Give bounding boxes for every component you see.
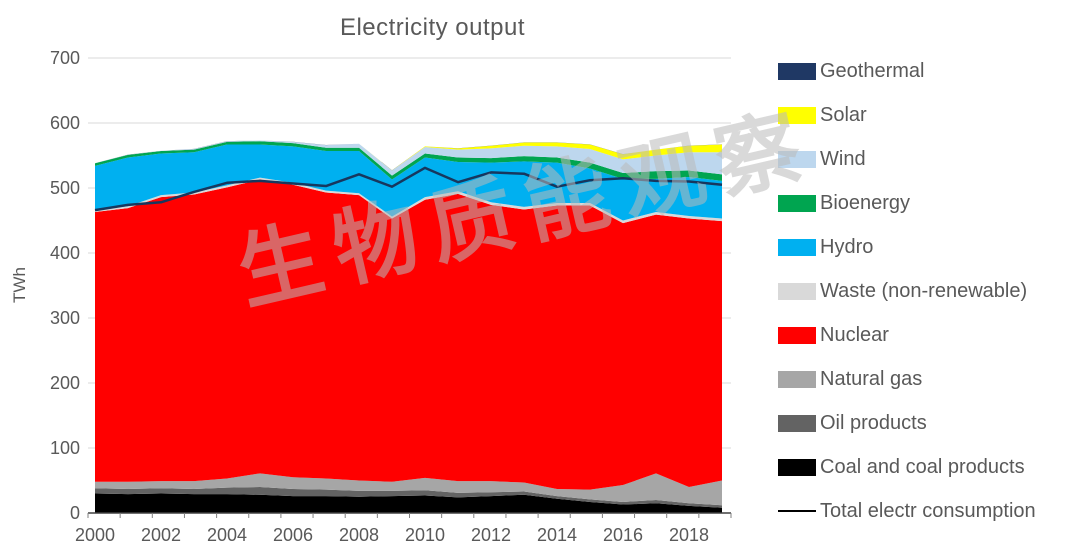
- y-tick-label: 600: [50, 113, 80, 133]
- legend-item-natural-gas: Natural gas: [778, 357, 1078, 401]
- legend-item-solar: Solar: [778, 93, 1078, 137]
- legend-item-bioenergy: Bioenergy: [778, 181, 1078, 225]
- x-tick-label: 2010: [405, 525, 445, 545]
- x-tick-label: 2000: [75, 525, 115, 545]
- legend-label: Natural gas: [820, 367, 923, 390]
- y-axis-label: TWh: [10, 267, 29, 303]
- area-wind: [95, 140, 722, 176]
- legend-item-total-electr-consumption: Total electr consumption: [778, 489, 1078, 533]
- wind-swatch-icon: [778, 150, 816, 168]
- y-tick-label: 100: [50, 438, 80, 458]
- geothermal-swatch-icon: [778, 62, 816, 80]
- legend-label: Geothermal: [820, 59, 925, 82]
- y-tick-label: 400: [50, 243, 80, 263]
- hydro-swatch-icon: [778, 238, 816, 256]
- legend-label: Total electr consumption: [820, 499, 1036, 522]
- legend-label: Solar: [820, 103, 867, 126]
- y-tick-label: 700: [50, 48, 80, 68]
- x-tick-label: 2016: [603, 525, 643, 545]
- legend-label: Waste (non-renewable): [820, 279, 1028, 302]
- x-tick-label: 2008: [339, 525, 379, 545]
- area-oil-products: [95, 487, 722, 508]
- solar-swatch-icon: [778, 106, 816, 124]
- x-tick-label: 2012: [471, 525, 511, 545]
- area-bioenergy: [95, 141, 722, 181]
- chart-title: Electricity output: [339, 14, 526, 41]
- waste-non-renewable-swatch-icon: [778, 282, 816, 300]
- legend-label: Oil products: [820, 411, 927, 434]
- x-tick-label: 2014: [537, 525, 577, 545]
- x-tick-label: 2004: [207, 525, 247, 545]
- legend-item-nuclear: Nuclear: [778, 313, 1078, 357]
- legend-item-coal-and-coal-products: Coal and coal products: [778, 445, 1078, 489]
- legend-item-oil-products: Oil products: [778, 401, 1078, 445]
- y-tick-label: 200: [50, 373, 80, 393]
- legend-item-wind: Wind: [778, 137, 1078, 181]
- area-coal-and-coal-products: [95, 493, 722, 513]
- legend-label: Coal and coal products: [820, 455, 1025, 478]
- legend-label: Wind: [820, 147, 866, 170]
- area-natural-gas: [95, 473, 722, 506]
- natural-gas-swatch-icon: [778, 370, 816, 388]
- bioenergy-swatch-icon: [778, 194, 816, 212]
- total-consumption-line: [94, 166, 723, 212]
- legend-label: Hydro: [820, 235, 874, 258]
- oil-products-swatch-icon: [778, 414, 816, 432]
- legend-item-hydro: Hydro: [778, 225, 1078, 269]
- area-hydro: [95, 144, 722, 221]
- legend-label: Nuclear: [820, 323, 889, 346]
- legend-item-geothermal: Geothermal: [778, 49, 1078, 93]
- legend-label: Bioenergy: [820, 191, 911, 214]
- legend-item-waste-non-renewable: Waste (non-renewable): [778, 269, 1078, 313]
- nuclear-swatch-icon: [778, 326, 816, 344]
- total-electr-consumption-swatch-icon: [778, 510, 816, 512]
- area-nuclear: [95, 179, 722, 490]
- chart-legend: Geothermal Solar Wind Bioenergy Hydro Waste (…: [778, 49, 1078, 533]
- y-tick-label: 300: [50, 308, 80, 328]
- y-tick-label: 500: [50, 178, 80, 198]
- x-tick-label: 2006: [273, 525, 313, 545]
- x-tick-label: 2002: [141, 525, 181, 545]
- x-tick-label: 2018: [669, 525, 709, 545]
- coal-and-coal-products-swatch-icon: [778, 458, 816, 476]
- y-tick-label: 0: [70, 503, 80, 523]
